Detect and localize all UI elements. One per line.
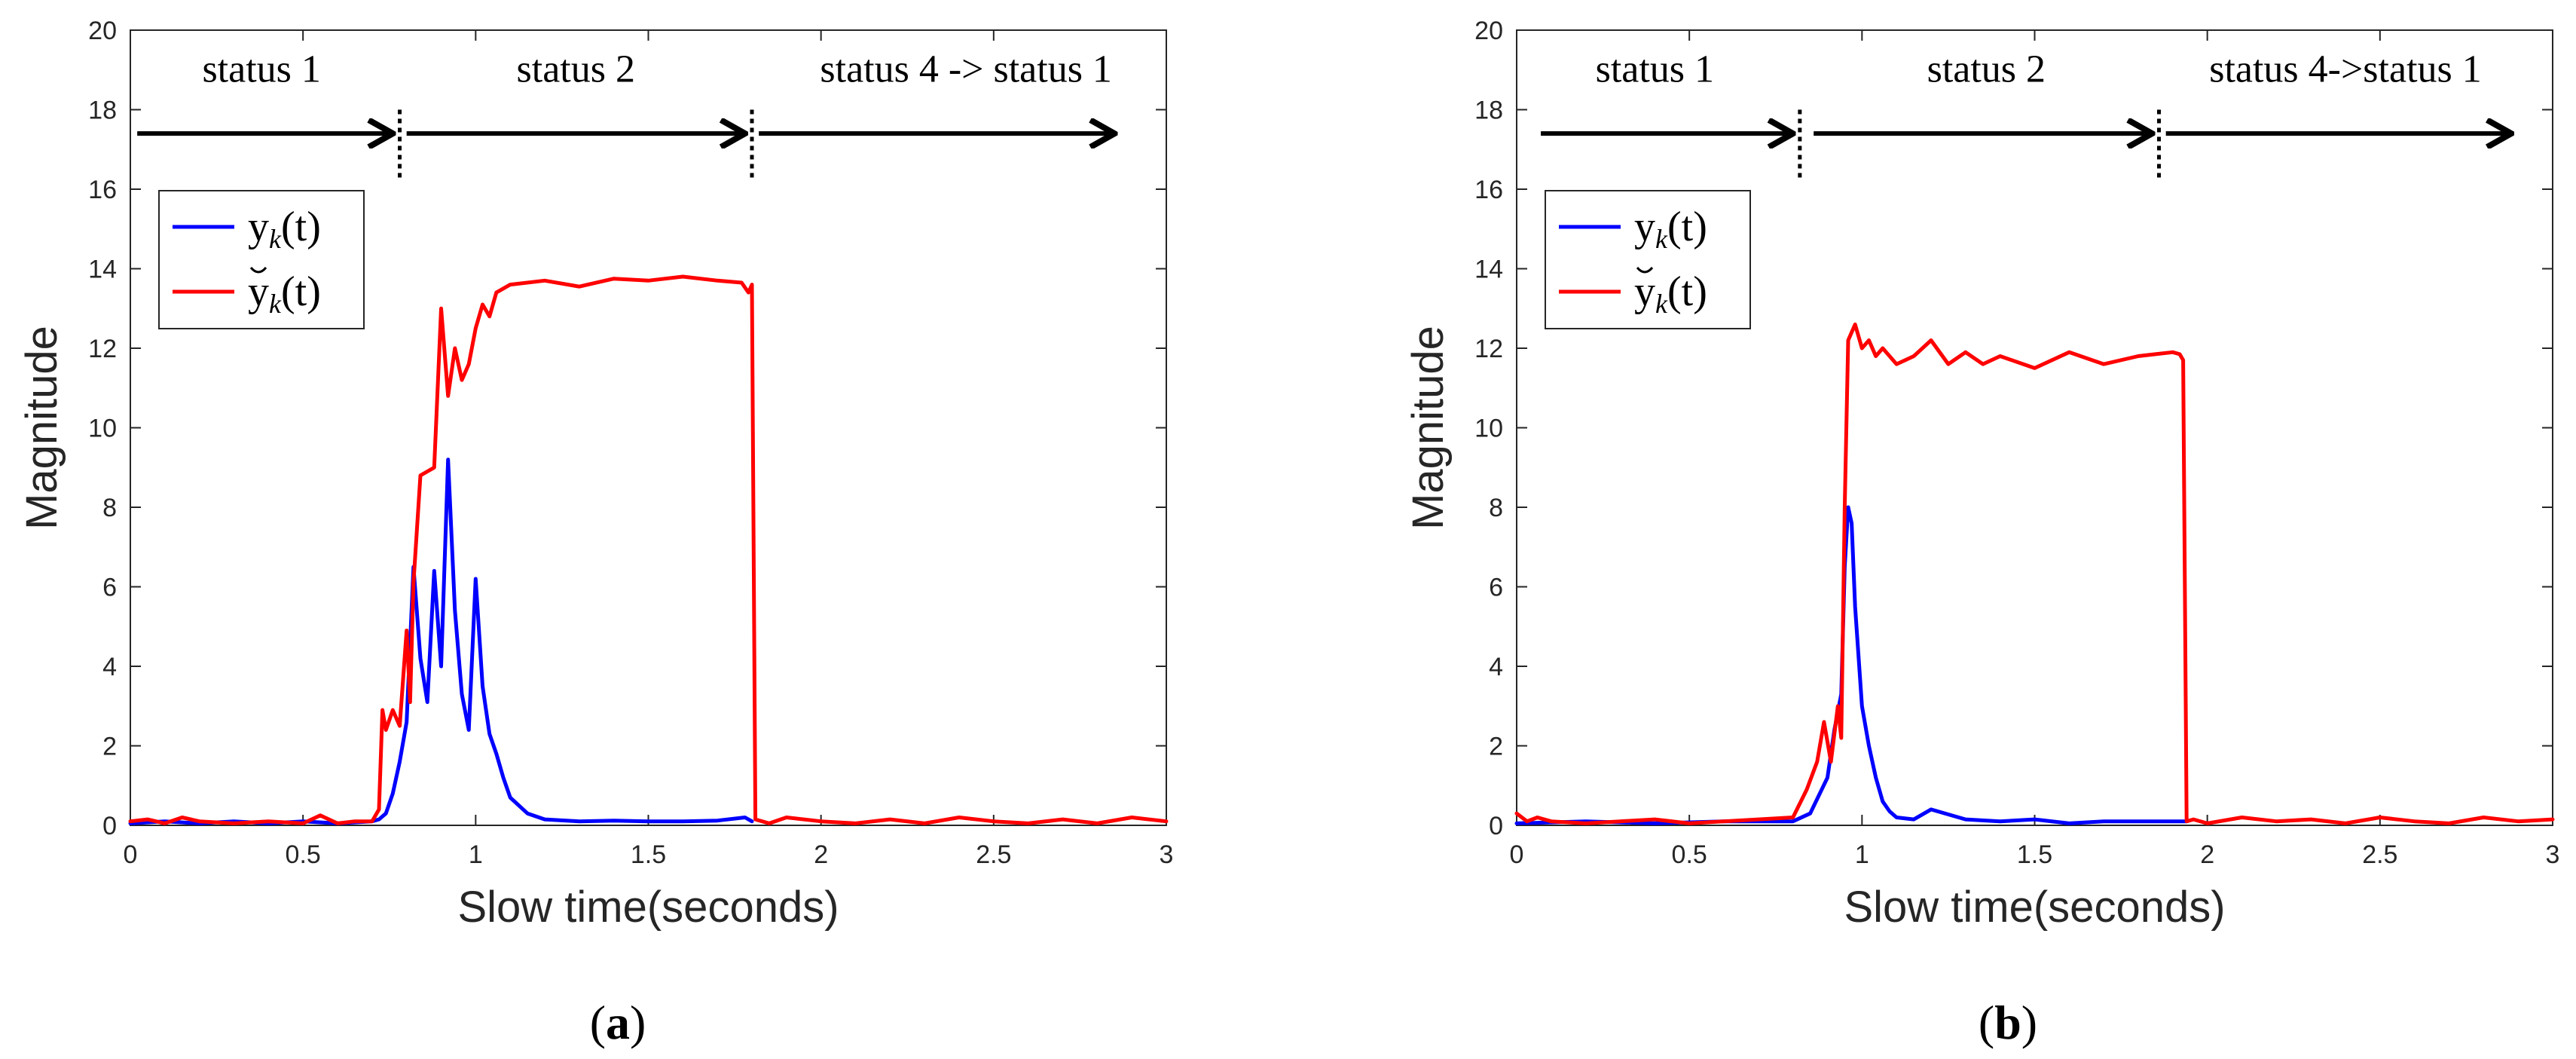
y-tick-label: 2	[102, 733, 117, 761]
legend-label: yk(t)	[248, 204, 321, 254]
x-tick-label: 1.5	[631, 840, 666, 869]
x-tick-label: 3	[1160, 840, 1174, 869]
status-label: status 2	[517, 48, 635, 91]
legend: yk(t) yk(t)	[158, 190, 365, 329]
y-tick-label: 0	[102, 812, 117, 840]
y-tick-label: 0	[1489, 812, 1503, 840]
x-tick-label: 0.5	[1672, 840, 1707, 869]
x-tick-label: 2.5	[976, 840, 1011, 869]
x-tick-label: 3	[2546, 840, 2560, 869]
status-label: status 4->status 1	[2209, 48, 2482, 91]
chart-panel-a: 0 0.5 1 1.5 2 2.5 3 0 2 4 6 8 10 12 14 16 18 20 Slow time(…	[17, 17, 1173, 1049]
y-tick-label: 10	[88, 415, 117, 443]
status-label: status 1	[202, 48, 320, 91]
x-tick-label: 2	[2200, 840, 2214, 869]
y-tick-label: 18	[88, 96, 117, 125]
x-tick-label: 2	[814, 840, 828, 869]
breve-accent	[249, 266, 267, 274]
y-tick-label: 20	[88, 17, 117, 45]
y-tick-label: 2	[1489, 733, 1503, 761]
legend-label: yk(t)	[248, 268, 321, 319]
x-tick-label: 0	[1510, 840, 1524, 869]
x-tick-label: 2.5	[2362, 840, 2397, 869]
status-label: status 1	[1596, 48, 1714, 91]
x-tick-label: 1	[1855, 840, 1869, 869]
x-tick-label: 0	[124, 840, 138, 869]
status-label: status 2	[1927, 48, 2046, 91]
y-tick-label: 4	[1489, 653, 1503, 681]
y-axis-label: Magnitude	[17, 326, 66, 530]
y-tick-label: 12	[1474, 335, 1503, 363]
y-tick-label: 8	[102, 494, 117, 522]
series-line-y-breve	[1514, 322, 2555, 825]
legend-box	[158, 190, 365, 329]
legend-label: yk(t)	[1634, 204, 1707, 254]
plot-area	[1516, 29, 2553, 826]
chart-panel-b: 0 0.5 1 1.5 2 2.5 3 0 2 4 6 8 10 12 14 16 18 20 Slow time(…	[1404, 17, 2559, 1049]
series-line-y-breve	[128, 274, 1169, 825]
y-tick-label: 8	[1489, 494, 1503, 522]
panel-caption: (b)	[1979, 996, 2037, 1049]
panel-caption: (a)	[590, 996, 646, 1049]
y-tick-label: 16	[1474, 176, 1503, 204]
legend-label: yk(t)	[1634, 268, 1707, 319]
plot-area	[130, 29, 1167, 826]
x-tick-label: 1	[469, 840, 483, 869]
y-tick-label: 18	[1474, 96, 1503, 125]
y-tick-label: 14	[1474, 256, 1503, 284]
legend-box	[1545, 190, 1751, 329]
y-tick-label: 16	[88, 176, 117, 204]
y-tick-label: 6	[102, 574, 117, 602]
x-axis-label: Slow time(seconds)	[457, 883, 839, 932]
x-axis-label: Slow time(seconds)	[1844, 883, 2225, 932]
y-axis-label: Magnitude	[1404, 326, 1453, 530]
y-tick-label: 10	[1474, 415, 1503, 443]
legend: yk(t) yk(t)	[1545, 190, 1751, 329]
breve-accent	[1636, 266, 1654, 274]
x-tick-label: 0.5	[286, 840, 321, 869]
y-tick-label: 4	[102, 653, 117, 681]
x-tick-label: 1.5	[2017, 840, 2052, 869]
y-tick-label: 12	[88, 335, 117, 363]
status-label: status 4 -> status 1	[820, 48, 1112, 91]
y-tick-label: 14	[88, 256, 117, 284]
y-tick-label: 20	[1474, 17, 1503, 45]
series-line-y	[1514, 505, 2189, 825]
y-tick-label: 6	[1489, 574, 1503, 602]
